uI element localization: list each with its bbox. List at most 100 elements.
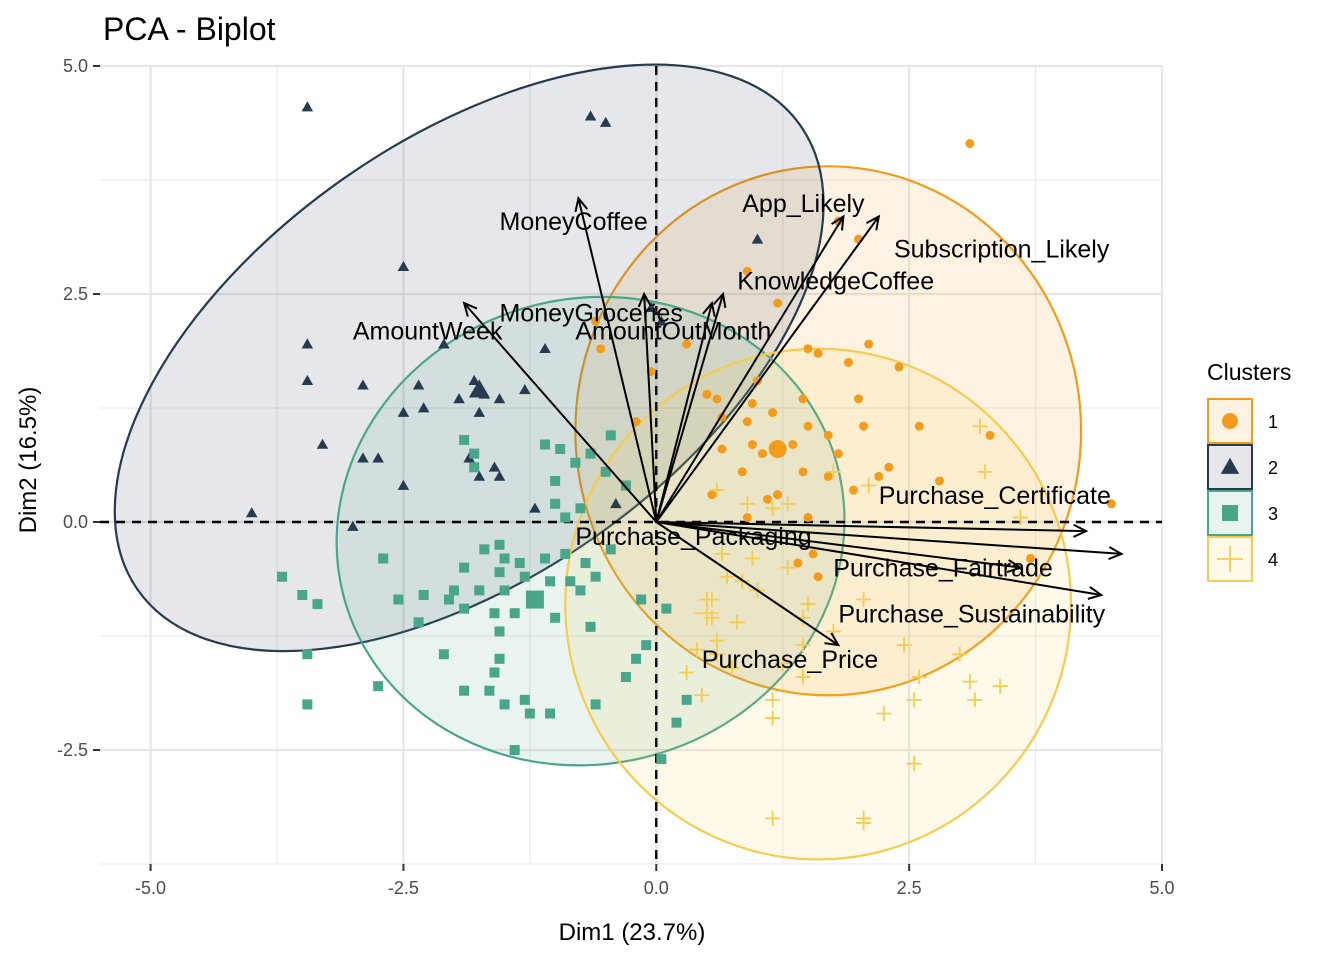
point-cluster-3 <box>540 553 551 564</box>
point-cluster-2 <box>397 406 410 417</box>
point-cluster-1 <box>965 139 975 149</box>
point-cluster-1 <box>591 316 601 326</box>
point-cluster-1 <box>737 467 747 477</box>
point-cluster-1 <box>763 494 773 504</box>
point-cluster-1 <box>788 439 798 449</box>
variable-label-Purchase_Packaging: Purchase_Packaging <box>575 523 811 551</box>
point-cluster-4 <box>906 692 922 708</box>
point-cluster-1 <box>803 421 813 431</box>
point-cluster-1 <box>843 357 853 367</box>
point-cluster-4 <box>800 596 816 612</box>
point-cluster-3 <box>438 649 449 660</box>
point-cluster-3 <box>524 708 535 719</box>
point-cluster-1 <box>854 394 864 404</box>
point-cluster-1 <box>864 339 874 349</box>
point-cluster-1 <box>894 362 904 372</box>
legend-label-3: 3 <box>1268 504 1278 524</box>
point-cluster-4 <box>1012 509 1028 525</box>
point-cluster-1 <box>808 549 818 559</box>
point-cluster-1 <box>631 417 641 427</box>
variable-label-App_Likely: App_Likely <box>742 190 865 218</box>
point-cluster-2 <box>301 338 314 349</box>
point-cluster-1 <box>813 348 823 358</box>
point-cluster-3 <box>509 745 520 755</box>
legend-label-2: 2 <box>1268 458 1278 478</box>
point-cluster-1 <box>833 449 843 459</box>
point-cluster-3 <box>641 640 652 651</box>
point-cluster-2 <box>357 452 369 463</box>
cluster-centroids <box>468 379 787 626</box>
point-cluster-2 <box>655 315 668 326</box>
point-cluster-4 <box>714 546 730 562</box>
arrow-AmountOutMonth <box>655 302 713 523</box>
legend-label-4: 4 <box>1268 550 1278 570</box>
point-cluster-4 <box>709 633 725 649</box>
point-cluster-3 <box>494 539 505 550</box>
point-cluster-3 <box>545 576 556 587</box>
point-cluster-4 <box>952 646 968 662</box>
point-cluster-3 <box>459 562 470 573</box>
arrow-Subscription_Likely <box>655 215 880 523</box>
centroid-cluster-4 <box>694 601 719 626</box>
point-cluster-3 <box>393 594 404 605</box>
point-cluster-3 <box>565 576 576 587</box>
point-cluster-2 <box>438 338 450 349</box>
point-cluster-1 <box>707 490 717 500</box>
point-cluster-3 <box>605 430 616 441</box>
variable-label-AmountWeek: AmountWeek <box>353 318 503 346</box>
point-cluster-1 <box>874 471 884 481</box>
point-cluster-3 <box>479 544 490 555</box>
point-cluster-4 <box>856 592 872 608</box>
point-cluster-3 <box>277 571 288 582</box>
y-tick-label: -2.5 <box>57 740 88 760</box>
point-cluster-3 <box>302 649 313 660</box>
point-cluster-2 <box>316 438 329 449</box>
point-cluster-3 <box>661 603 672 614</box>
point-cluster-1 <box>793 558 803 568</box>
arrowhead-Purchase_Packaging <box>1108 546 1124 561</box>
x-tick-label: -2.5 <box>388 878 419 898</box>
point-cluster-4 <box>689 642 705 658</box>
point-cluster-3 <box>499 553 510 564</box>
legend-marker-4 <box>1217 546 1243 572</box>
point-cluster-4 <box>992 678 1008 694</box>
legend-label-1: 1 <box>1268 412 1278 432</box>
point-cluster-3 <box>484 685 495 696</box>
point-cluster-2 <box>468 374 480 385</box>
point-cluster-1 <box>934 476 944 486</box>
chart-title: PCA - Biplot <box>103 11 276 47</box>
point-cluster-3 <box>449 585 459 596</box>
point-cluster-2 <box>751 233 764 244</box>
point-cluster-2 <box>539 342 551 354</box>
point-cluster-2 <box>645 301 657 312</box>
arrow-Purchase_Price <box>655 521 839 646</box>
point-cluster-3 <box>575 585 586 596</box>
point-cluster-4 <box>765 500 781 516</box>
centroid-cluster-1 <box>768 440 787 459</box>
centroid-cluster-3 <box>525 590 544 609</box>
point-cluster-4 <box>709 646 725 662</box>
point-cluster-4 <box>896 637 912 653</box>
point-cluster-2 <box>599 116 612 127</box>
point-cluster-3 <box>656 754 667 765</box>
point-cluster-1 <box>798 394 808 404</box>
arrowhead-Purchase_Certificate <box>1072 523 1089 538</box>
point-cluster-3 <box>499 585 510 596</box>
point-cluster-3 <box>373 681 384 692</box>
point-cluster-3 <box>413 617 424 628</box>
point-cluster-1 <box>747 398 757 408</box>
point-cluster-1 <box>803 344 813 354</box>
legend: Clusters 1 2 3 4 <box>1207 359 1291 582</box>
point-cluster-2 <box>397 260 410 271</box>
point-cluster-3 <box>469 448 480 459</box>
arrowhead-KnowledgeCoffee <box>712 291 727 308</box>
x-axis-title: Dim1 (23.7%) <box>559 919 706 946</box>
point-cluster-2 <box>412 379 425 390</box>
point-cluster-2 <box>488 461 501 472</box>
point-cluster-2 <box>473 406 486 417</box>
point-cluster-3 <box>585 621 596 632</box>
point-cluster-1 <box>747 439 757 449</box>
point-cluster-3 <box>443 594 454 605</box>
point-cluster-2 <box>493 393 506 404</box>
